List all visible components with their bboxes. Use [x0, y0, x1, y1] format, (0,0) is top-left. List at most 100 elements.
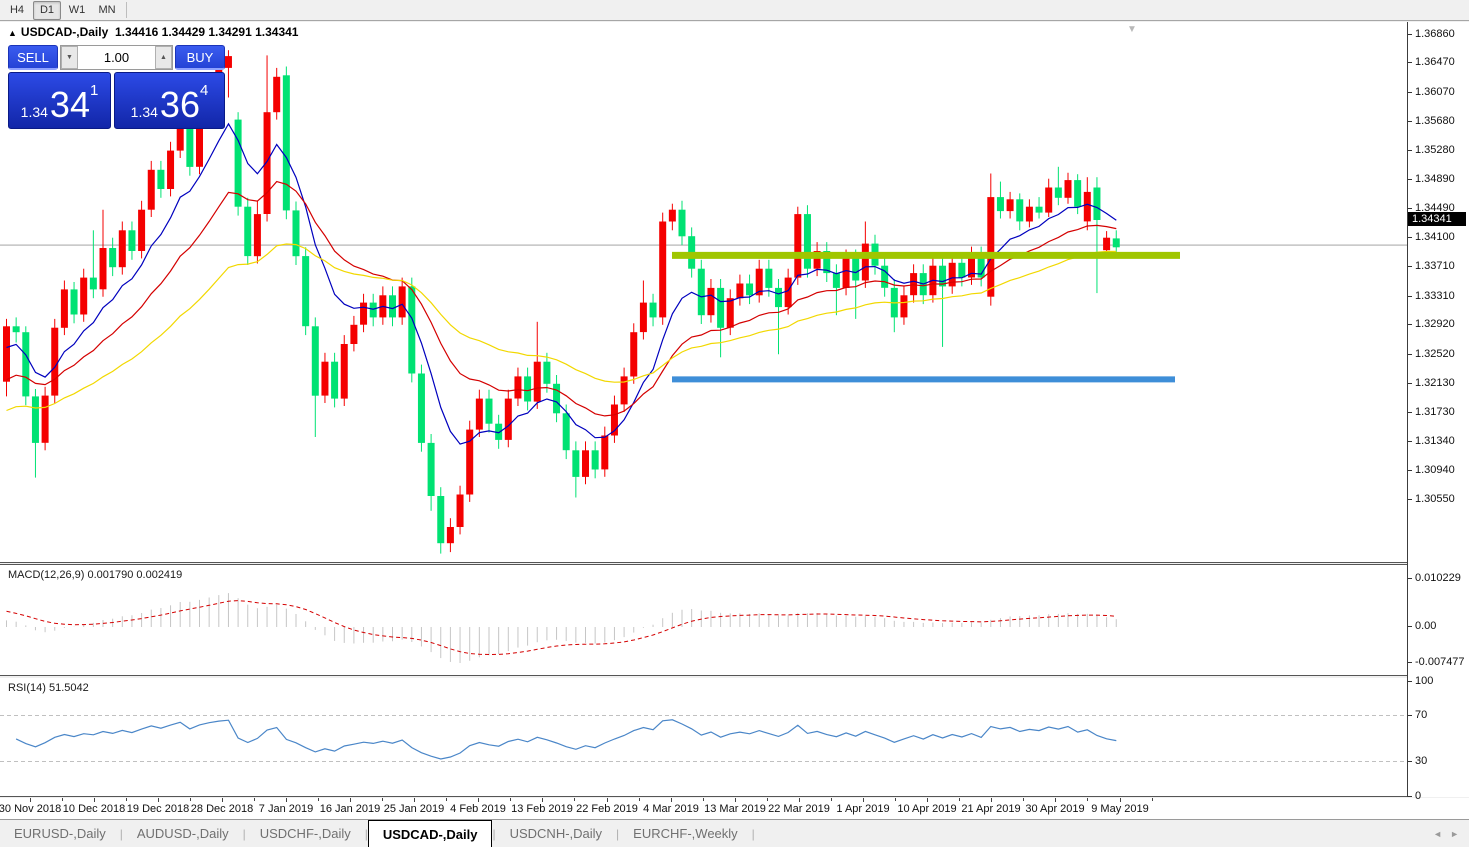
- price-axis-label: 1.33310: [1415, 290, 1455, 302]
- date-minor-tick: [703, 798, 704, 801]
- axis-tick: [1408, 441, 1412, 442]
- price-axis-label: 1.34100: [1415, 231, 1455, 243]
- axis-tick: [1408, 626, 1412, 627]
- axis-tick: [1408, 662, 1412, 663]
- date-axis-label: 22 Feb 2019: [576, 803, 638, 815]
- sell-price-display[interactable]: 1.34 34 1: [8, 72, 111, 129]
- date-axis-label: 16 Jan 2019: [319, 803, 381, 815]
- tab-usdchf[interactable]: USDCHF-,Daily: [259, 826, 351, 841]
- date-minor-tick: [126, 798, 127, 801]
- main-chart-panel[interactable]: ▲ USDCAD-,Daily 1.34416 1.34429 1.34291 1…: [0, 22, 1469, 563]
- date-axis-label: 13 Feb 2019: [511, 803, 573, 815]
- axis-tick: [1408, 266, 1412, 267]
- price-axis[interactable]: 1.36860 1.36470 1.36070 1.35680 1.35280 1.348…: [1408, 22, 1469, 802]
- date-minor-tick: [895, 798, 896, 801]
- candlestick-chart[interactable]: [0, 22, 1408, 562]
- date-tick: [863, 798, 864, 802]
- date-axis-label: 19 Dec 2018: [126, 803, 190, 815]
- macd-indicator-panel[interactable]: MACD(12,26,9) 0.001790 0.002419: [0, 564, 1469, 676]
- tabs-scroll-left-icon[interactable]: ◄: [1433, 828, 1443, 839]
- volume-decrease-icon[interactable]: ▼: [61, 46, 78, 69]
- tabs-scroll-right-icon[interactable]: ►: [1450, 828, 1459, 839]
- volume-input[interactable]: 1.00: [103, 50, 130, 65]
- price-axis-label: 1.33710: [1415, 260, 1455, 272]
- tab-eurusd[interactable]: EURUSD-,Daily: [14, 826, 106, 841]
- axis-tick: [1408, 150, 1412, 151]
- volume-increase-icon[interactable]: ▲: [155, 46, 172, 69]
- rsi-chart[interactable]: [0, 678, 1408, 795]
- date-axis-label: 10 Apr 2019: [897, 803, 957, 815]
- price-axis-label: 1.35280: [1415, 144, 1455, 156]
- date-axis-label: 4 Mar 2019: [643, 803, 699, 815]
- axis-tick: [1408, 470, 1412, 471]
- date-tick: [799, 798, 800, 802]
- price-axis-label: 1.34890: [1415, 173, 1455, 185]
- date-axis[interactable]: 30 Nov 2018 10 Dec 2018 19 Dec 2018 28 Dec …: [0, 798, 1469, 819]
- axis-tick: [1408, 324, 1412, 325]
- tab-eurchf[interactable]: EURCHF-,Weekly: [633, 826, 738, 841]
- date-axis-label: 28 Dec 2018: [190, 803, 254, 815]
- date-minor-tick: [62, 798, 63, 801]
- chart-ohlc-values: 1.34416 1.34429 1.34291 1.34341: [114, 25, 299, 39]
- axis-tick: [1408, 121, 1412, 122]
- date-minor-tick: [767, 798, 768, 801]
- chart-shift-icon[interactable]: ▼: [1127, 24, 1137, 35]
- date-axis-label: 1 Apr 2019: [836, 803, 890, 815]
- buy-price-display[interactable]: 1.34 36 4: [114, 72, 225, 129]
- chart-collapse-icon[interactable]: ▲: [8, 28, 17, 38]
- date-tick: [222, 798, 223, 802]
- macd-chart[interactable]: [0, 565, 1408, 675]
- sell-button[interactable]: SELL: [8, 45, 58, 70]
- price-axis-label: 1.36470: [1415, 56, 1455, 68]
- axis-tick: [1408, 681, 1412, 682]
- tab-separator: |: [492, 826, 496, 841]
- timeframe-button-d1[interactable]: D1: [33, 0, 61, 20]
- date-tick: [286, 798, 287, 802]
- price-axis-label: 1.36860: [1415, 28, 1455, 40]
- date-tick: [927, 798, 928, 802]
- axis-tick: [1408, 354, 1412, 355]
- sell-price-main: 34: [49, 84, 90, 125]
- chart-tabbar: EURUSD-,Daily | AUDUSD-,Daily | USDCHF-,Dail…: [0, 819, 1469, 847]
- chart-symbol-label: USDCAD-,Daily: [20, 25, 109, 39]
- one-click-trade-panel: SELL ▼ 1.00 ▲ BUY 1.34 34 1 1.34 36 4: [8, 45, 225, 131]
- rsi-axis-label: 70: [1415, 709, 1428, 721]
- date-minor-tick: [318, 798, 319, 801]
- axis-tick: [1408, 179, 1412, 180]
- rsi-axis-label: 0: [1415, 790, 1422, 802]
- timeframe-button-h4[interactable]: H4: [9, 4, 25, 16]
- timeframe-button-mn[interactable]: MN: [98, 4, 116, 16]
- date-minor-tick: [574, 798, 575, 801]
- date-tick: [991, 798, 992, 802]
- buy-price-pip: 4: [199, 82, 209, 99]
- buy-price-prefix: 1.34: [130, 104, 158, 120]
- buy-button[interactable]: BUY: [175, 45, 225, 70]
- date-minor-tick: [831, 798, 832, 801]
- axis-tick: [1408, 499, 1412, 500]
- date-tick: [1055, 798, 1056, 802]
- price-axis-label: 1.30550: [1415, 493, 1455, 505]
- price-axis-label: 1.32520: [1415, 348, 1455, 360]
- date-axis-label: 30 Apr 2019: [1025, 803, 1085, 815]
- price-axis-label: 1.32130: [1415, 377, 1455, 389]
- date-tick: [158, 798, 159, 802]
- date-axis-label: 10 Dec 2018: [62, 803, 126, 815]
- date-minor-tick: [959, 798, 960, 801]
- rsi-indicator-panel[interactable]: RSI(14) 51.5042: [0, 678, 1469, 797]
- date-minor-tick: [1023, 798, 1024, 801]
- date-tick: [542, 798, 543, 802]
- chart-title: ▲ USDCAD-,Daily 1.34416 1.34429 1.34291 1…: [8, 25, 298, 39]
- axis-tick: [1408, 578, 1412, 579]
- macd-axis-label: 0.00: [1415, 620, 1437, 632]
- date-axis-label: 30 Nov 2018: [0, 803, 62, 815]
- date-minor-tick: [1152, 798, 1153, 801]
- buy-price-main: 36: [159, 84, 200, 125]
- date-tick: [478, 798, 479, 802]
- sell-price-prefix: 1.34: [20, 104, 48, 120]
- tab-usdcnh[interactable]: USDCNH-,Daily: [509, 826, 603, 841]
- tab-audusd[interactable]: AUDUSD-,Daily: [136, 826, 229, 841]
- timeframe-button-w1[interactable]: W1: [68, 4, 86, 16]
- rsi-axis-label: 100: [1415, 675, 1434, 687]
- date-tick: [350, 798, 351, 802]
- tab-usdcad[interactable]: USDCAD-,Daily: [367, 820, 493, 847]
